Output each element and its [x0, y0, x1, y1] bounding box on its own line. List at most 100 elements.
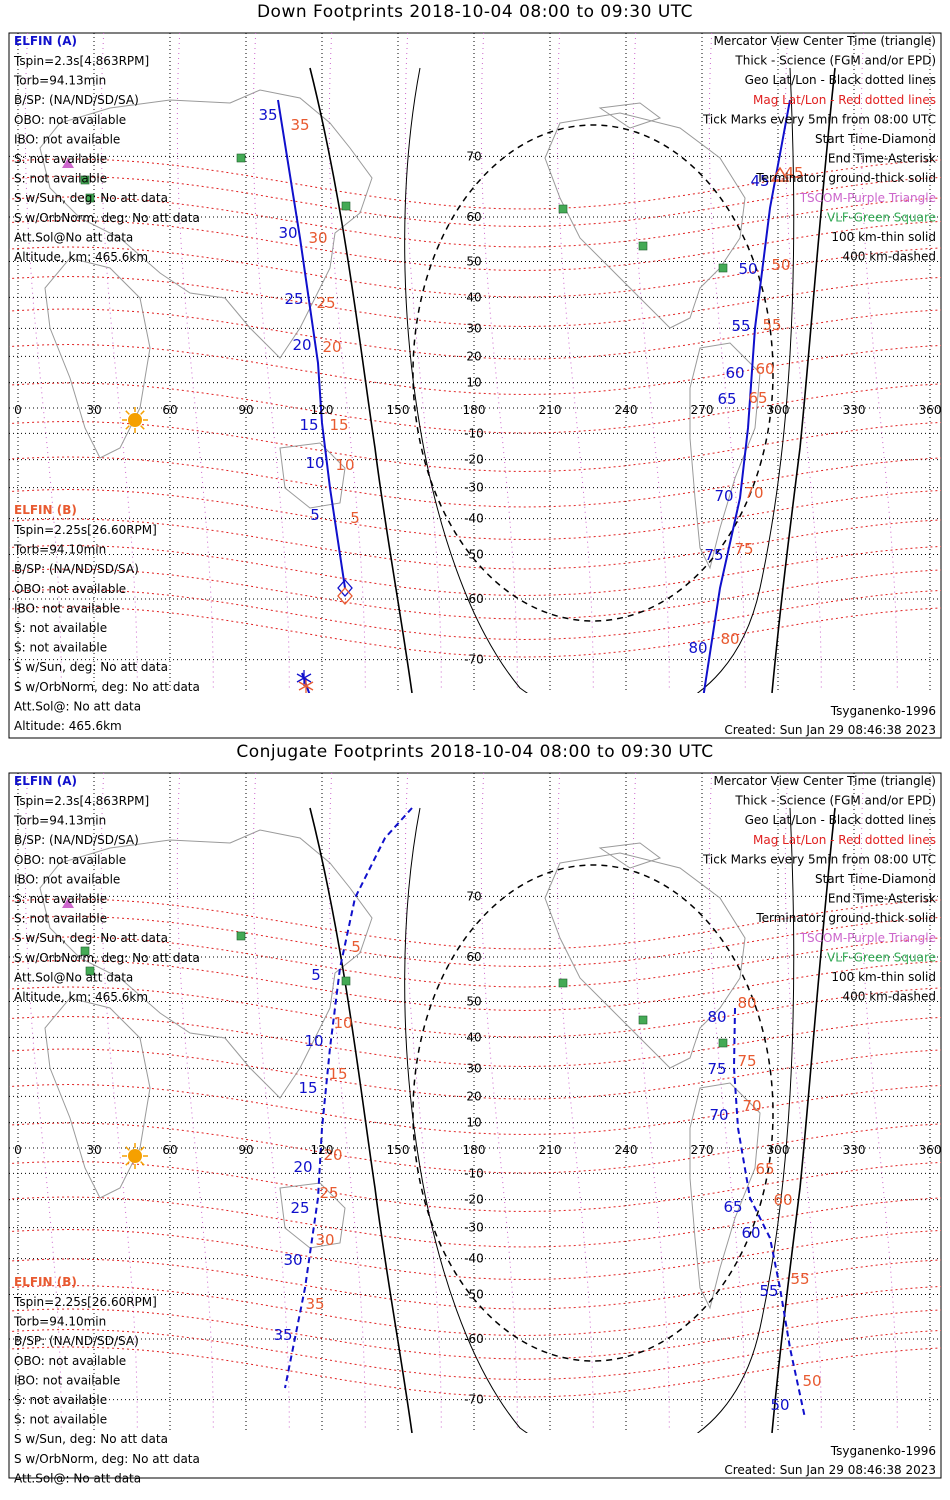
elfin-b-info-line: S w/OrbNorm, deg: No att data: [14, 680, 200, 694]
coastline: [39, 89, 373, 359]
mag-lon-line: [252, 773, 290, 1429]
track-a-time-label: 25: [290, 1199, 309, 1217]
lat-tick-label: 40: [466, 290, 481, 304]
track-b-time-label: 80: [720, 630, 739, 648]
created-label: Created: Sun Jan 29 08:46:38 2023: [724, 1463, 936, 1477]
mag-lat-line: [9, 158, 941, 210]
legend-entry: Tick Marks every 5min from 08:00 UTC: [702, 852, 936, 866]
track-b-time-label: 65: [748, 389, 767, 407]
track-a-time-label: 70: [709, 1106, 728, 1124]
elfin-b-info-line: Att.Sol@: No att data: [14, 1471, 141, 1485]
lat-tick-label: -50: [464, 1288, 484, 1302]
mag-lat-line: [9, 196, 941, 248]
legend-entry: Thick - Science (FGM and/or EPD): [734, 54, 936, 68]
mag-lon-line: [176, 33, 214, 689]
end-asterisk: [296, 670, 314, 693]
coastline: [44, 997, 151, 1199]
coastline: [44, 257, 151, 459]
elfin-a-label: ELFIN (A): [14, 34, 77, 48]
track-b-time-label: 5: [350, 509, 360, 527]
legend-entry: VLF-Green Square: [827, 950, 936, 964]
lat-tick-label: 30: [466, 1061, 481, 1075]
mag-lon-line: [176, 773, 214, 1429]
elfin-b-info-line: Altitude: 465.6km: [14, 719, 122, 733]
coastline: [598, 842, 662, 869]
lon-tick-label: 150: [387, 1143, 410, 1157]
mag-lat-line: [9, 175, 941, 228]
start-diamond-b: [337, 587, 353, 605]
terminator-west: [309, 67, 413, 693]
map-frame: [8, 772, 942, 1479]
lon-tick-label: 90: [238, 1143, 253, 1157]
mag-lon-line: [100, 33, 138, 689]
elfin-b-label: ELFIN (B): [14, 503, 77, 517]
vlf-green-square: [558, 978, 568, 988]
track-a-time-label: 65: [717, 390, 736, 408]
track-a-time-label: 50: [770, 1396, 789, 1414]
track-a-time-label: 10: [305, 454, 324, 472]
track-a-time-label: 15: [298, 1079, 317, 1097]
track-a-time-label: 35: [273, 1326, 292, 1344]
elfin-a-label: ELFIN (A): [14, 774, 77, 788]
elfin-b-info-line: OBO: not available: [14, 1354, 126, 1368]
mag-lon-line: [480, 773, 518, 1429]
mag-lat-line: [9, 1284, 941, 1337]
mag-lon-line: [708, 773, 746, 1429]
mag-lat-line: [9, 1160, 941, 1213]
lat-tick-label: -30: [464, 481, 484, 495]
lat-tick-label: 10: [466, 1116, 481, 1130]
lon-tick-label: 330: [843, 403, 866, 417]
track-a-time-label: 25: [284, 290, 303, 308]
track-b-time-label: 75: [734, 540, 753, 558]
map-panel-1: 5 10 15 20 25 30 35 80 75 70 65 60 55 50 5 10 15 20 25 30 35…: [8, 772, 942, 1485]
lat-tick-label: 70: [466, 149, 481, 163]
tscom-purple-triangle: [62, 898, 74, 908]
track-b-time-label: 60: [755, 360, 774, 378]
lat-tick-label: 70: [466, 889, 481, 903]
mag-lon-line: [100, 773, 138, 1429]
elfin-a-info-line: IBO: not available: [14, 132, 120, 146]
coastline: [279, 1182, 346, 1249]
panel-title: Conjugate Footprints 2018-10-04 08:00 to…: [236, 742, 714, 762]
vlf-green-square: [558, 204, 568, 214]
legend-entry: 400 km-dashed: [842, 250, 936, 264]
mag-lon-line: [252, 33, 290, 689]
lon-tick-label: 210: [539, 1143, 562, 1157]
lon-tick-label: 60: [162, 1143, 177, 1157]
center-triangle: [770, 166, 790, 182]
track-b-time-label: 10: [335, 456, 354, 474]
vlf-green-square: [236, 931, 246, 941]
legend-entry: Tick Marks every 5min from 08:00 UTC: [702, 112, 936, 126]
legend-entry: VLF-Green Square: [827, 210, 936, 224]
track-a-time-label: 55: [759, 1282, 778, 1300]
lat-tick-label: 50: [466, 254, 481, 268]
track-b-time-label: 30: [308, 229, 327, 247]
mag-lat-line: [9, 568, 941, 620]
legend: Mercator View Center Time (triangle) Thic…: [702, 34, 936, 264]
lon-tick-label: 270: [691, 403, 714, 417]
elfin-b-info-line: Tspin=2.25s[26.60RPM]: [13, 1295, 157, 1309]
lat-tick-label: 30: [466, 321, 481, 335]
elfin-b-info-line: OBO: not available: [14, 582, 126, 596]
mag-lat-line: [9, 1015, 941, 1068]
map-panel-0: 3530252015105455055606570758035302520151…: [8, 32, 942, 739]
track-a-time-label: 80: [688, 639, 707, 657]
elfin-a-info-line: Torb=94.13min: [13, 814, 106, 828]
track-a-time-label: 60: [725, 364, 744, 382]
vlf-green-square: [85, 966, 95, 976]
track-elfin-a-west: [284, 807, 413, 1389]
mag-lat-line: [9, 1328, 941, 1381]
fov-100km: [404, 67, 795, 693]
track-a-time-label: 5: [311, 966, 321, 984]
vlf-green-square: [341, 201, 351, 211]
lat-tick-label: 20: [466, 1089, 481, 1103]
elfin-a-info-line: Att.Sol@No att data: [14, 970, 133, 984]
lat-tick-label: 60: [466, 950, 481, 964]
mag-lat-line: [9, 456, 941, 508]
lat-tick-label: -60: [464, 592, 484, 606]
mag-lat-line: [9, 588, 941, 641]
legend-entry: Geo Lat/Lon - Black dotted lines: [745, 73, 936, 87]
legend-entry: Terminator: ground-thick solid: [755, 911, 936, 925]
track-b-time-label: 35: [305, 1295, 324, 1313]
elfin-a-info-line: S w/OrbNorm, deg: No att data: [14, 211, 200, 225]
